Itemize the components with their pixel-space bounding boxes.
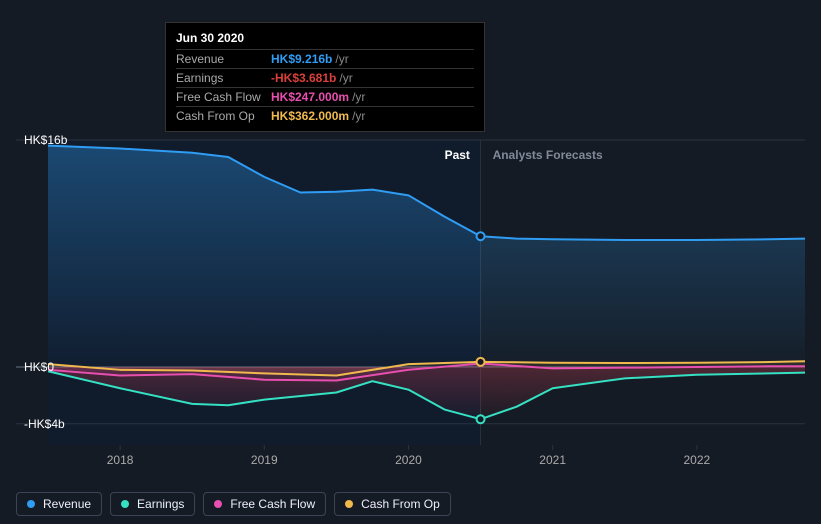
x-tick-label: 2020 (395, 453, 422, 467)
tooltip-metric-value: HK$9.216b (271, 52, 332, 66)
chart-legend: Revenue Earnings Free Cash Flow Cash From O… (16, 492, 451, 516)
tooltip-metric-suffix: /yr (339, 71, 352, 85)
legend-item[interactable]: Revenue (16, 492, 102, 516)
tooltip-metric-suffix: /yr (352, 109, 365, 123)
tooltip-metric-value: HK$247.000m (271, 90, 349, 104)
tooltip-row: Free Cash FlowHK$247.000m/yr (176, 87, 474, 106)
legend-label: Free Cash Flow (230, 497, 315, 511)
data-tooltip: Jun 30 2020 RevenueHK$9.216b/yrEarnings-… (165, 22, 485, 132)
legend-label: Earnings (137, 497, 184, 511)
tooltip-metric-label: Cash From Op (176, 109, 271, 123)
legend-item[interactable]: Cash From Op (334, 492, 451, 516)
legend-marker-icon (121, 500, 129, 508)
tooltip-date: Jun 30 2020 (176, 29, 474, 49)
tooltip-metric-suffix: /yr (352, 90, 365, 104)
tooltip-metric-label: Free Cash Flow (176, 90, 271, 104)
forecast-section-label: Analysts Forecasts (493, 148, 603, 162)
tooltip-metric-label: Revenue (176, 52, 271, 66)
tooltip-metric-value: HK$362.000m (271, 109, 349, 123)
tooltip-metric-label: Earnings (176, 71, 271, 85)
tooltip-metric-suffix: /yr (335, 52, 348, 66)
legend-marker-icon (214, 500, 222, 508)
y-tick-label: HK$16b (24, 133, 67, 147)
tooltip-row: Earnings-HK$3.681b/yr (176, 68, 474, 87)
tooltip-metric-value: -HK$3.681b (271, 71, 336, 85)
legend-marker-icon (27, 500, 35, 508)
past-section-label: Past (445, 148, 470, 162)
legend-item[interactable]: Free Cash Flow (203, 492, 326, 516)
x-tick-label: 2021 (539, 453, 566, 467)
x-tick-label: 2022 (683, 453, 710, 467)
x-tick-label: 2018 (107, 453, 134, 467)
legend-label: Cash From Op (361, 497, 440, 511)
tooltip-row: RevenueHK$9.216b/yr (176, 49, 474, 68)
legend-label: Revenue (43, 497, 91, 511)
tooltip-row: Cash From OpHK$362.000m/yr (176, 106, 474, 125)
legend-marker-icon (345, 500, 353, 508)
y-tick-label: -HK$4b (24, 417, 65, 431)
financial-chart: HK$16b HK$0 -HK$4b 2018 2019 2020 2021 2022 Pa… (0, 0, 821, 524)
x-tick-label: 2019 (251, 453, 278, 467)
y-tick-label: HK$0 (24, 360, 54, 374)
legend-item[interactable]: Earnings (110, 492, 195, 516)
